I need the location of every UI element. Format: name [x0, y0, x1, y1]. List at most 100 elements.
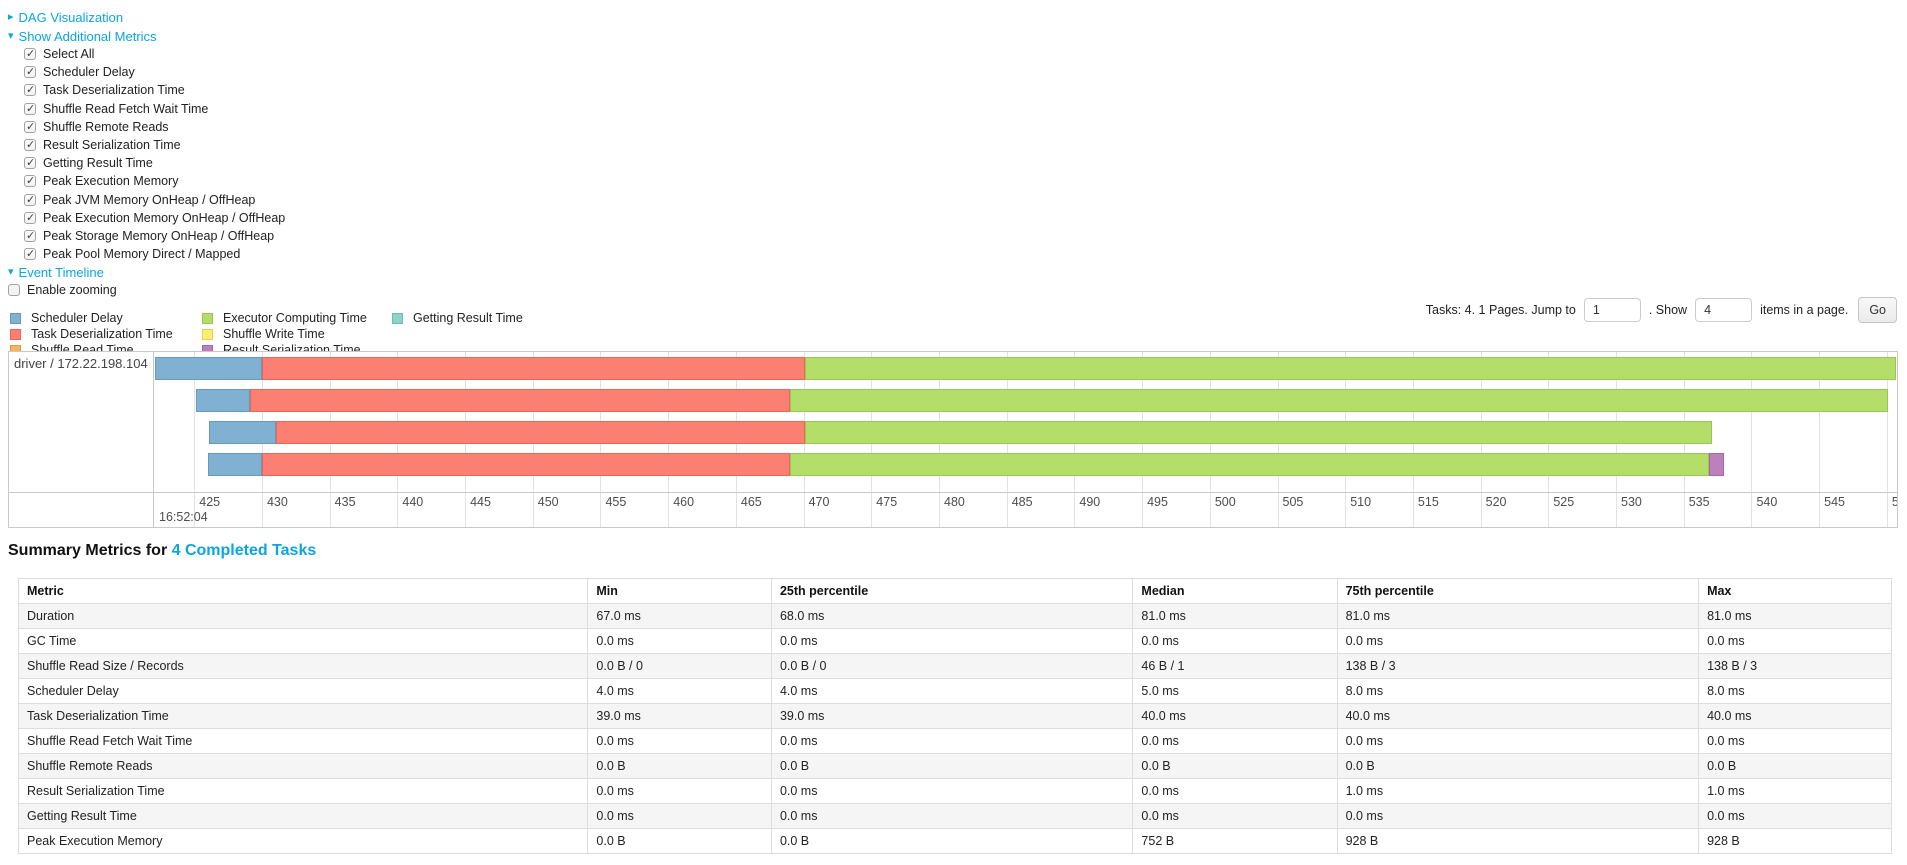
- timeline-tick-label: 495: [1147, 495, 1168, 509]
- timeline-task-bar-segment-task-deserialization[interactable]: [261, 453, 791, 476]
- summary-metric-value-cell: 138 B / 3: [1698, 653, 1892, 679]
- timeline-task-bar-segment-scheduler-delay[interactable]: [195, 389, 250, 412]
- toggle-show-additional-metrics[interactable]: ▾ Show Additional Metrics: [8, 27, 285, 45]
- summary-metric-name-cell: Shuffle Read Size / Records: [17, 653, 589, 679]
- metric-checkbox-row[interactable]: Peak JVM Memory OnHeap / OffHeap: [8, 191, 285, 209]
- stage-controls: ▸ DAG Visualization ▾ Show Additional Me…: [8, 8, 285, 299]
- summary-column-header: Min: [587, 578, 772, 604]
- summary-metric-name-cell: Duration: [17, 603, 589, 629]
- completed-tasks-link[interactable]: 4 Completed Tasks: [171, 542, 317, 559]
- metric-checkbox-row[interactable]: Peak Pool Memory Direct / Mapped: [8, 245, 285, 263]
- summary-table-row: Shuffle Read Fetch Wait Time 0.0 ms 0.0 ms…: [17, 728, 1892, 754]
- metric-checkbox[interactable]: [24, 138, 36, 152]
- metric-checkbox-row[interactable]: Getting Result Time: [8, 154, 285, 172]
- timeline-tick-label: 490: [1079, 495, 1101, 509]
- metric-checkbox-label: Result Serialization Time: [43, 138, 181, 153]
- timeline-tick-label: 450: [537, 495, 559, 509]
- metric-checkbox-row[interactable]: Select All: [8, 45, 285, 63]
- metric-checkbox[interactable]: [24, 83, 36, 97]
- metric-checkbox[interactable]: [24, 156, 36, 170]
- summary-metric-value-cell: 81.0 ms: [1336, 603, 1700, 629]
- metric-checkbox-label: Select All: [43, 47, 95, 62]
- summary-metric-value-cell: 0.0 ms: [770, 628, 1134, 654]
- summary-metric-name-cell: Result Serialization Time: [17, 778, 589, 804]
- summary-metric-value-cell: 0.0 ms: [1132, 778, 1338, 804]
- metric-checkbox-label: Peak Storage Memory OnHeap / OffHeap: [43, 228, 275, 243]
- timeline-task-bar-segment-executor-computing[interactable]: [790, 389, 1889, 412]
- timeline-task-bar-segment-executor-computing[interactable]: [804, 357, 1897, 380]
- metric-checkbox-row[interactable]: Shuffle Remote Reads: [8, 118, 285, 136]
- metric-checkbox[interactable]: [24, 65, 36, 79]
- metric-checkbox[interactable]: [24, 102, 36, 115]
- toggle-dag-visualization[interactable]: ▸ DAG Visualization: [8, 8, 285, 27]
- metric-checkbox-row[interactable]: Task Deserialization Time: [8, 81, 285, 99]
- summary-metric-value-cell: 0.0 ms: [1336, 728, 1700, 754]
- summary-metric-value-cell: 46 B / 1: [1132, 653, 1338, 679]
- metric-checkbox[interactable]: [24, 229, 36, 242]
- timeline-task-bar-segment-executor-computing[interactable]: [804, 421, 1713, 444]
- enable-zooming-checkbox-row[interactable]: Enable zooming: [8, 281, 285, 299]
- timeline-task-bar-segment-scheduler-delay[interactable]: [207, 453, 262, 476]
- timeline-task-bar-segment-task-deserialization[interactable]: [261, 357, 805, 380]
- timeline-task-bar-segment-result-serialization[interactable]: [1709, 453, 1725, 476]
- metric-checkbox-row[interactable]: Peak Storage Memory OnHeap / OffHeap: [8, 227, 285, 245]
- summary-metrics-title: Summary Metrics for 4 Completed Tasks: [8, 542, 316, 560]
- summary-metric-value-cell: 5.0 ms: [1132, 678, 1338, 704]
- summary-column-header: Median: [1132, 578, 1338, 604]
- summary-metric-value-cell: 40.0 ms: [1336, 703, 1700, 729]
- metric-checkbox-row[interactable]: Scheduler Delay: [8, 63, 285, 81]
- timeline-plot-area: 425 430 435 440 445 450 455 460 465 470 475 480 485 4…: [155, 352, 1897, 527]
- summary-metric-value-cell: 0.0 ms: [587, 803, 772, 829]
- timeline-gridline: [1886, 352, 1888, 527]
- additional-metrics-checkbox-list: Select All Scheduler Delay Task Deserializ…: [8, 45, 285, 263]
- task-pagination: Tasks: 4. 1 Pages. Jump to . Show items …: [1426, 297, 1897, 323]
- toggle-event-timeline[interactable]: ▾ Event Timeline: [8, 263, 285, 281]
- summary-metric-value-cell: 81.0 ms: [1132, 603, 1338, 629]
- timeline-legend-column: Getting Result Time: [392, 310, 523, 358]
- timeline-tick-label: 530: [1621, 495, 1642, 509]
- summary-column-header: 75th percentile: [1336, 578, 1700, 604]
- summary-metric-value-cell: 40.0 ms: [1132, 703, 1338, 729]
- summary-table-row: Shuffle Remote Reads 0.0 B 0.0 B 0.0 B 0.0 B…: [17, 753, 1892, 779]
- timeline-task-bar-segment-scheduler-delay[interactable]: [209, 421, 276, 444]
- summary-metric-value-cell: 4.0 ms: [770, 678, 1134, 704]
- metric-checkbox-row[interactable]: Peak Execution Memory OnHeap / OffHeap: [8, 209, 285, 227]
- metric-checkbox-label: Peak Pool Memory Direct / Mapped: [43, 247, 241, 262]
- enable-zooming-checkbox[interactable]: [8, 284, 20, 297]
- metric-checkbox[interactable]: [24, 47, 36, 61]
- metric-checkbox[interactable]: [24, 247, 36, 261]
- summary-metric-value-cell: 0.0 B: [1132, 753, 1338, 779]
- timeline-tick-label: 545: [1824, 495, 1845, 509]
- summary-metric-name-cell: Scheduler Delay: [17, 678, 589, 704]
- summary-metric-value-cell: 0.0 ms: [1336, 803, 1700, 829]
- legend-swatch-executor-computing: [202, 312, 213, 324]
- metric-checkbox-row[interactable]: Peak Execution Memory: [8, 172, 285, 190]
- items-per-page-input[interactable]: [1695, 298, 1753, 322]
- metric-checkbox-row[interactable]: Result Serialization Time: [8, 136, 285, 154]
- timeline-task-bar-segment-executor-computing[interactable]: [790, 453, 1710, 476]
- timeline-tick-label: 435: [334, 495, 356, 509]
- metric-checkbox[interactable]: [24, 120, 36, 133]
- timeline-tick-label: 520: [1485, 495, 1507, 509]
- timeline-tick-label: 465: [740, 495, 762, 509]
- summary-column-header: Metric: [17, 578, 589, 604]
- legend-swatch-shuffle-write: [202, 328, 213, 340]
- timeline-task-bar-segment-task-deserialization[interactable]: [249, 389, 791, 412]
- summary-metrics-table: Metric Min 25th percentile Median 75th perce…: [17, 578, 1892, 854]
- timeline-task-bar-segment-task-deserialization[interactable]: [275, 421, 805, 444]
- jump-to-page-input[interactable]: [1583, 298, 1641, 322]
- timeline-legend-column: Executor Computing Time Shuffle Write Tim…: [202, 310, 392, 358]
- summary-metric-value-cell: 40.0 ms: [1698, 703, 1892, 729]
- metric-checkbox[interactable]: [24, 174, 36, 188]
- summary-metric-value-cell: 0.0 B: [1336, 753, 1700, 779]
- metric-checkbox[interactable]: [24, 211, 36, 224]
- pagination-show-text: . Show: [1648, 303, 1688, 317]
- metric-checkbox[interactable]: [24, 193, 36, 206]
- summary-table-header-row: Metric Min 25th percentile Median 75th perce…: [17, 578, 1892, 604]
- summary-metric-name-cell: Shuffle Remote Reads: [17, 753, 589, 779]
- go-button[interactable]: Go: [1858, 297, 1897, 323]
- metric-checkbox-row[interactable]: Shuffle Read Fetch Wait Time: [8, 100, 285, 118]
- timeline-task-bar-segment-scheduler-delay[interactable]: [155, 357, 262, 380]
- summary-metric-name-cell: GC Time: [17, 628, 589, 654]
